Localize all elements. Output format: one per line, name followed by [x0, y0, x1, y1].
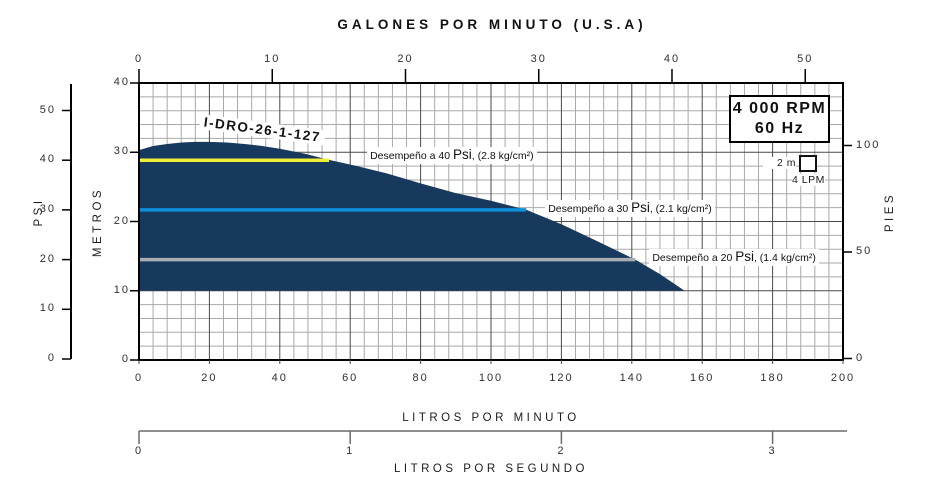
metros-tick-label: 0: [121, 353, 130, 365]
rpm-value: 4 000 RPM: [732, 100, 827, 117]
gpm-tick-label: 30: [530, 53, 547, 65]
psi-tick-label: 0: [47, 352, 56, 364]
gpm-tick-label: 40: [663, 53, 681, 65]
chart-title: GALONES POR MINUTO (U.S.A): [337, 17, 647, 32]
psi-tick-label: 40: [39, 153, 56, 166]
lps-axis-title: LITROS POR SEGUNDO: [394, 463, 588, 475]
pies-tick-label: 50: [856, 245, 873, 257]
lps-tick-label: 1: [346, 445, 355, 457]
metros-tick-label: 40: [113, 76, 130, 88]
psi-tick-label: 10: [39, 302, 56, 315]
frequency-value: 60 Hz: [754, 120, 805, 137]
gpm-tick-label: 20: [397, 53, 414, 65]
lps-tick-label: 2: [557, 445, 566, 457]
lpm-tick-label: 40: [271, 372, 288, 384]
lpm-tick-label: 180: [760, 372, 785, 384]
lpm-tick-label: 100: [478, 372, 504, 384]
psi-tick-label: 50: [39, 103, 56, 116]
gpm-tick-label: 10: [264, 53, 281, 65]
grid-scale-square: [799, 155, 817, 172]
lpm-tick-label: 120: [549, 372, 574, 384]
grid-scale-horizontal-label: 4 LPM: [792, 174, 825, 186]
pump-curve-area: [139, 141, 685, 291]
lps-tick-label: 3: [768, 445, 777, 457]
pies-tick-label: 0: [856, 351, 865, 364]
pies-axis-title: PIES: [884, 191, 896, 233]
lpm-tick-label: 160: [690, 372, 715, 384]
lpm-tick-label: 0: [134, 372, 144, 384]
performance-line-label-30psi: Desempeño a 30 Psi, (2.1 kg/cm²): [545, 199, 715, 217]
lps-tick-label: 0: [134, 445, 144, 457]
lpm-axis-title: LITROS POR MINUTO: [402, 412, 580, 424]
performance-line-label-40psi: Desempeño a 40 Psi, (2.8 kg/cm²): [367, 147, 537, 165]
metros-tick-label: 10: [113, 283, 130, 296]
rpm-info-box: 4 000 RPM 60 Hz: [729, 95, 830, 143]
gpm-tick-label: 50: [797, 53, 814, 65]
gpm-tick-label: 0: [134, 53, 144, 65]
performance-line-label-20psi: Desempeño a 20 Psi, (1.4 kg/cm²): [649, 248, 819, 266]
metros-tick-label: 30: [113, 145, 130, 158]
lpm-tick-label: 60: [342, 372, 359, 384]
psi-tick-label: 20: [39, 252, 56, 265]
grid-scale-vertical-label: 2 m: [763, 157, 796, 169]
metros-tick-label: 20: [113, 214, 130, 227]
lpm-tick-label: 80: [412, 372, 429, 384]
lpm-tick-label: 200: [830, 372, 856, 384]
lpm-tick-label: 20: [201, 372, 218, 384]
psi-tick-label: 30: [39, 202, 56, 215]
pies-tick-label: 100: [856, 138, 881, 151]
lpm-tick-label: 140: [619, 372, 644, 384]
